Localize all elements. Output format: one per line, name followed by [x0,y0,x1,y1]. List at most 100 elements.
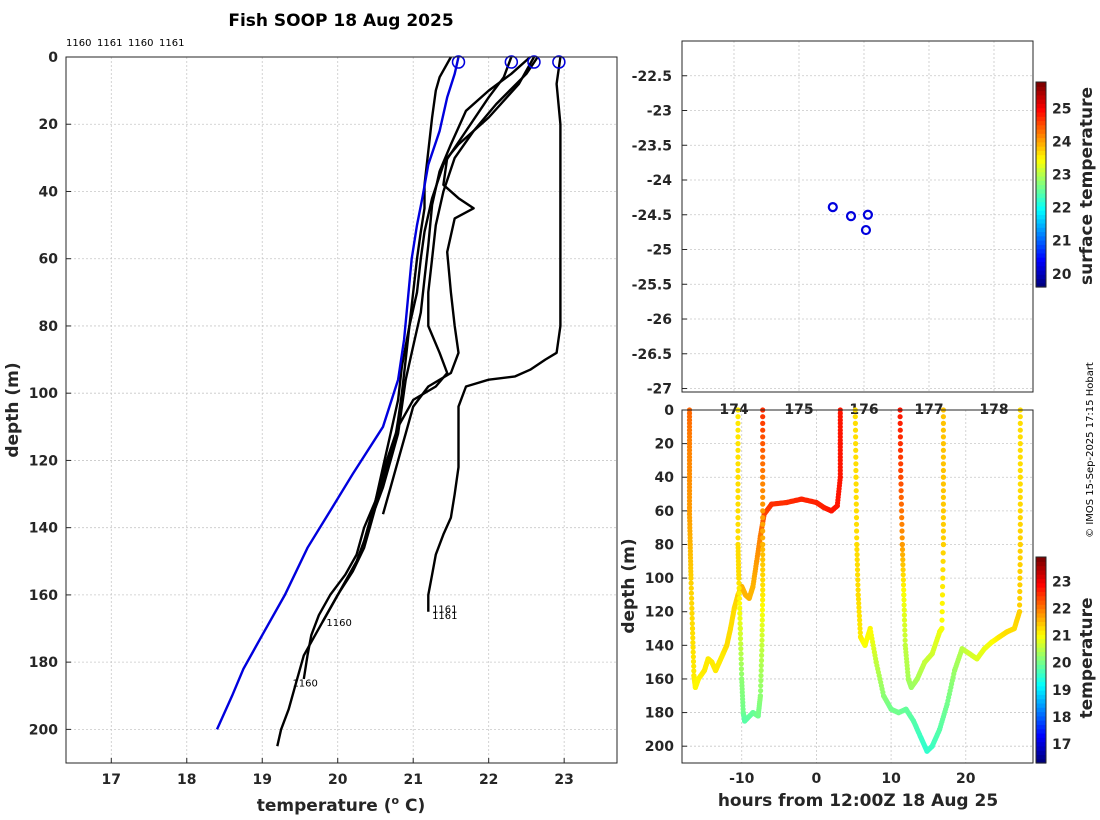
timeseries-point [940,521,947,527]
timeseries-axes-box [681,409,1034,764]
timeseries-point [758,657,765,664]
colorbar-cell [1036,257,1046,262]
timeseries-point [939,617,945,623]
timeseries-point [939,592,946,598]
profile-y-tick-label: 0 [48,50,58,66]
colorbar-cell [1036,634,1046,640]
profile-grid [66,56,617,763]
timeseries-point [857,630,863,636]
colorbar-cell [1036,565,1046,571]
timeseries-point [940,558,946,564]
colorbar-cell [1036,218,1046,224]
timeseries-point [760,552,766,558]
timeseries-point [1017,494,1023,500]
colorbar-tick-label: 20 [1052,656,1072,672]
timeseries-point [760,447,766,453]
colorbar-cell [1036,252,1046,258]
timeseries-point [760,521,766,527]
colorbar-cell [1036,724,1046,730]
timeseries-point [1017,562,1023,568]
timeseries-point [939,625,945,632]
colorbar-tick-label: 17 [1052,737,1071,753]
colorbar-cell [1036,175,1046,181]
timeseries-point [736,585,742,591]
timeseries-point [735,461,741,467]
top-label: 1161 [97,38,122,49]
colorbar-cell [1036,244,1046,250]
timeseries-point [759,607,766,613]
timeseries-point [902,637,908,643]
timeseries-point [736,595,743,601]
colorbar-cell [1036,599,1046,605]
timeseries-point [737,615,743,622]
timeseries-point [900,552,906,558]
timeseries-point [689,605,695,612]
timeseries-point [1017,427,1023,433]
colorbar-tick-label: 21 [1052,629,1071,645]
timeseries-point [689,595,695,601]
colorbar-cell [1036,690,1046,695]
timeseries-point [738,641,744,647]
colorbar-cell [1036,107,1046,113]
timeseries-point [853,515,860,521]
timeseries-point [940,427,947,433]
timeseries-point [900,582,907,588]
timeseries-point [759,632,765,638]
timeseries-point [689,610,695,617]
colorbar-cell [1036,120,1046,126]
timeseries-point [760,541,766,548]
timeseries-point [853,467,859,474]
surface-marker [451,55,466,69]
map-axes-box [681,40,1034,393]
timeseries-point [856,609,862,615]
timeseries-point [897,414,903,420]
timeseries-point [899,528,905,534]
timeseries-point [940,488,947,494]
colorbar-cell [1036,180,1046,186]
timeseries-points [686,407,1023,754]
colorbar-cell [1036,150,1046,156]
timeseries-point [855,587,861,593]
profile-y-label: depth (m) [3,362,23,457]
map-y-tick-label: -24 [647,173,673,189]
timeseries-point [758,683,764,689]
credit-text: © IMOS 15-Sep-2025 17:15 Hobart [1085,362,1096,538]
colorbar-cell [1036,269,1046,275]
timeseries-point [940,461,947,467]
colorbar-cell [1036,265,1046,271]
timeseries-point [855,577,861,583]
colorbar-cell [1036,651,1046,657]
timeseries-point [940,467,947,474]
timeseries-point [760,481,766,487]
timeseries-point [1017,535,1023,541]
timeseries-point [853,447,859,453]
colorbar-cell [1036,158,1046,164]
colorbar-cell [1036,660,1046,665]
colorbar-cell [1036,702,1046,708]
timeseries-point [856,600,862,606]
colorbar-cell [1036,222,1046,228]
colorbar-tick-label: 24 [1052,135,1072,151]
map-y-tick-label: -24.5 [632,208,672,224]
timeseries-point [690,658,697,665]
colorbar-cell [1036,248,1046,254]
timeseries-y-tick-label: 120 [645,605,674,621]
profile-end-label: 1161 [432,604,457,615]
timeseries-x-tick-label: 0 [812,771,822,787]
timeseries-point [855,572,861,578]
timeseries-point [899,515,905,521]
timeseries-point [1017,528,1023,534]
timeseries-point [735,521,741,527]
colorbar-cell [1036,231,1046,237]
timeseries-point [735,427,741,433]
timeseries-y-tick-label: 180 [645,706,674,722]
colorbar-cell [1036,681,1046,687]
profile-end-label: 1160 [326,618,351,629]
colorbar-cell [1036,282,1046,288]
timeseries-point [760,474,766,480]
colorbar-cell [1036,235,1046,241]
colorbar-cell [1036,94,1046,100]
colorbar-cell [1036,595,1046,601]
map-grid [682,41,1033,392]
timeseries-y-tick-label: 80 [655,537,675,553]
